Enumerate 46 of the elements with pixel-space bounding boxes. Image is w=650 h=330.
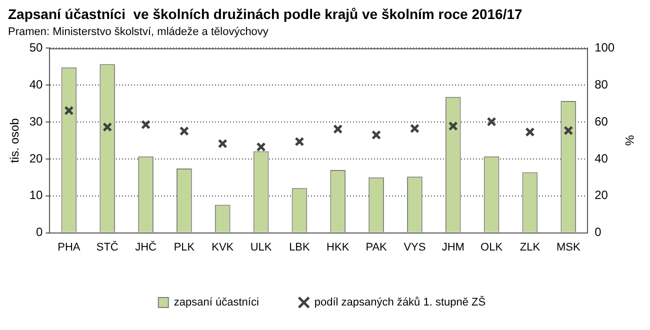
y-tick-label: 10 [29,188,44,202]
x-tick-label: LBK [289,241,311,254]
point [64,106,74,116]
y2-tick-label: 20 [594,188,608,202]
point [448,121,458,131]
y2-tick-label: 40 [594,151,608,166]
y-axis-title: tis. osob [8,118,22,163]
y2-tick-label: 80 [594,77,608,92]
y-tick-label: 20 [29,151,44,166]
y2-tick-label: 100 [594,40,615,55]
y-tick-label: 0 [36,225,44,240]
y2-tick-label: 0 [594,225,602,240]
y2-tick-label: 60 [594,114,608,128]
x-tick-label: PAK [366,241,388,254]
x-tick-label: HKK [326,241,350,254]
chart-subtitle: Pramen: Ministerstvo školství, mládeže a tělovýchovy [8,26,270,38]
x-tick-label: VYS [404,241,426,254]
legend-label: zapsaní účastníci [174,296,259,309]
legend-label: podíl zapsaných žáků 1. stupně ZŠ [314,296,486,309]
y-tick-label: 40 [29,77,44,92]
point [256,142,266,152]
point [372,130,382,140]
y2-axis-title: % [622,135,636,146]
y-tick-label: 30 [29,114,44,128]
point [218,138,228,148]
point [564,126,574,136]
point [179,126,189,136]
point [294,136,304,146]
x-tick-label: STČ [96,240,118,254]
x-tick-label: PHA [58,241,81,254]
point [141,120,151,130]
x-tick-label: PLK [174,241,196,254]
point [410,124,420,134]
x-tick-label: JHM [442,241,464,254]
point [525,127,535,137]
x-tick-label: MSK [556,241,581,254]
x-tick-label: ULK [250,241,272,254]
point [102,122,112,132]
x-tick-label: JHČ [135,240,157,254]
x-tick-label: OLK [480,241,504,254]
x-tick-label: KVK [212,241,234,254]
chart-title: Zapsaní účastníci ve školních družinách podle krajů ve školním roce 2016/17 [8,6,524,22]
point [333,124,343,134]
point [486,116,496,126]
x-tick-label: ZLK [520,241,541,254]
y-tick-label: 50 [29,40,44,55]
